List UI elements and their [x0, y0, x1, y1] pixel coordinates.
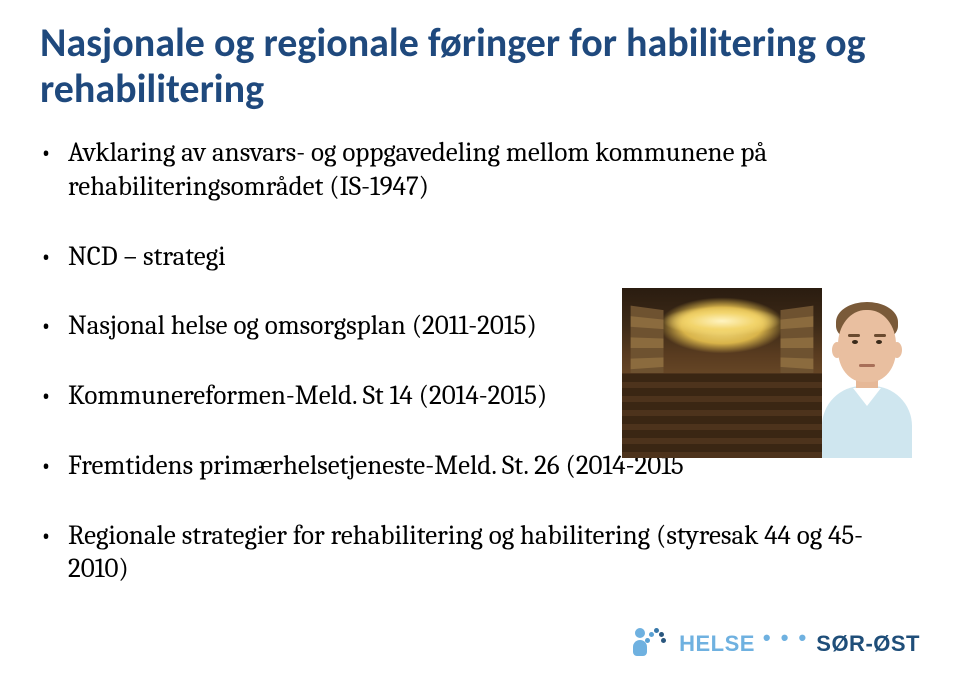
- logo-helse: HELSE: [679, 631, 755, 657]
- slide: Nasjonale og regionale føringer for habi…: [0, 0, 960, 680]
- footer-logo: HELSE • • • SØR-ØST: [631, 624, 920, 664]
- logo-dots: • • •: [763, 625, 808, 651]
- photo-group: [622, 288, 912, 458]
- slide-title: Nasjonale og regionale føringer for habi…: [40, 20, 920, 112]
- photo-parliament: [622, 288, 822, 458]
- photo-portrait: [822, 288, 912, 458]
- bullet-item: NCD – strategi: [40, 240, 920, 274]
- logo-text: HELSE • • • SØR-ØST: [679, 631, 920, 657]
- bullet-item: Regionale strategier for rehabilitering …: [40, 519, 920, 587]
- logo-sorost: SØR-ØST: [816, 631, 920, 657]
- bullet-item: Avklaring av ansvars- og oppgavedeling m…: [40, 136, 920, 204]
- logo-icon: [631, 624, 665, 664]
